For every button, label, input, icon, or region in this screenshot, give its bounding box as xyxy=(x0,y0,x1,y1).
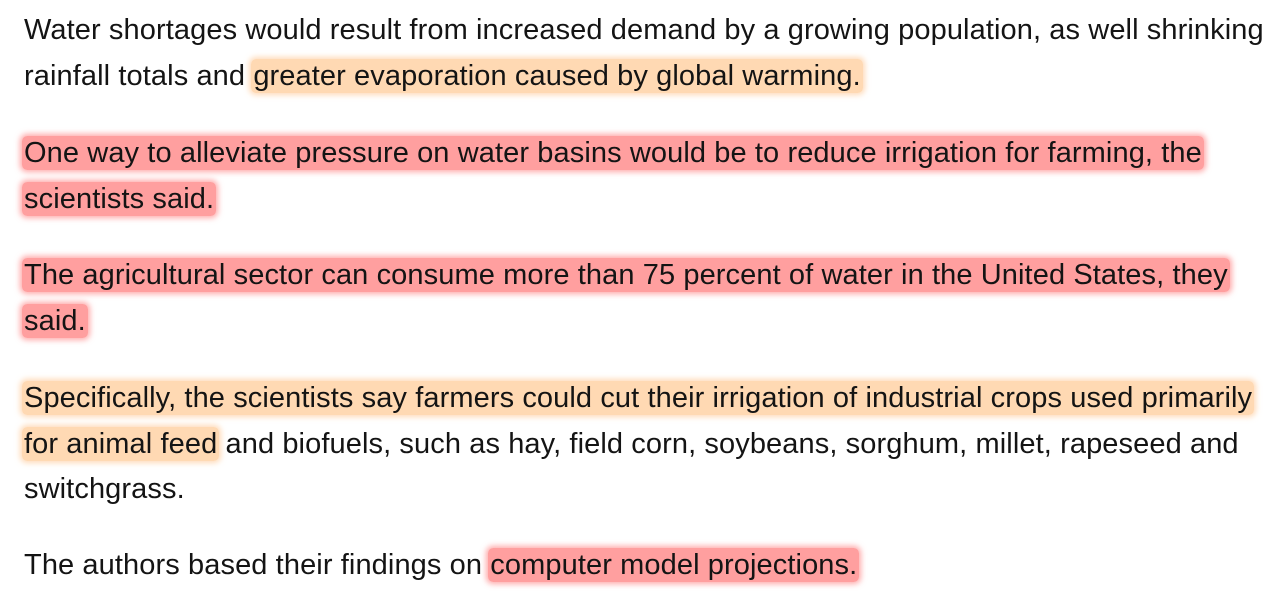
paragraph-text: Water shortages would result from increa… xyxy=(24,14,1264,92)
paragraph-agricultural-sector: The agricultural sector can consume more… xyxy=(22,253,1264,344)
paragraph-industrial-crops: Specifically, the scientists say farmers… xyxy=(22,376,1264,513)
paragraph-text: The authors based their findings on xyxy=(24,549,491,581)
highlight-red[interactable]: The agricultural sector can consume more… xyxy=(22,258,1230,338)
highlight-red[interactable]: One way to alleviate pressure on water b… xyxy=(22,136,1204,216)
highlight-red[interactable]: computer model projections. xyxy=(488,548,860,582)
highlight-orange[interactable]: greater evaporation caused by global war… xyxy=(251,58,863,93)
paragraph-authors-findings: The authors based their findings on comp… xyxy=(24,543,1264,589)
paragraph-alleviate-pressure: One way to alleviate pressure on water b… xyxy=(22,131,1264,222)
paragraph-water-shortages: Water shortages would result from increa… xyxy=(24,8,1264,99)
paragraph-text: and biofuels, such as hay, field corn, s… xyxy=(24,427,1239,506)
